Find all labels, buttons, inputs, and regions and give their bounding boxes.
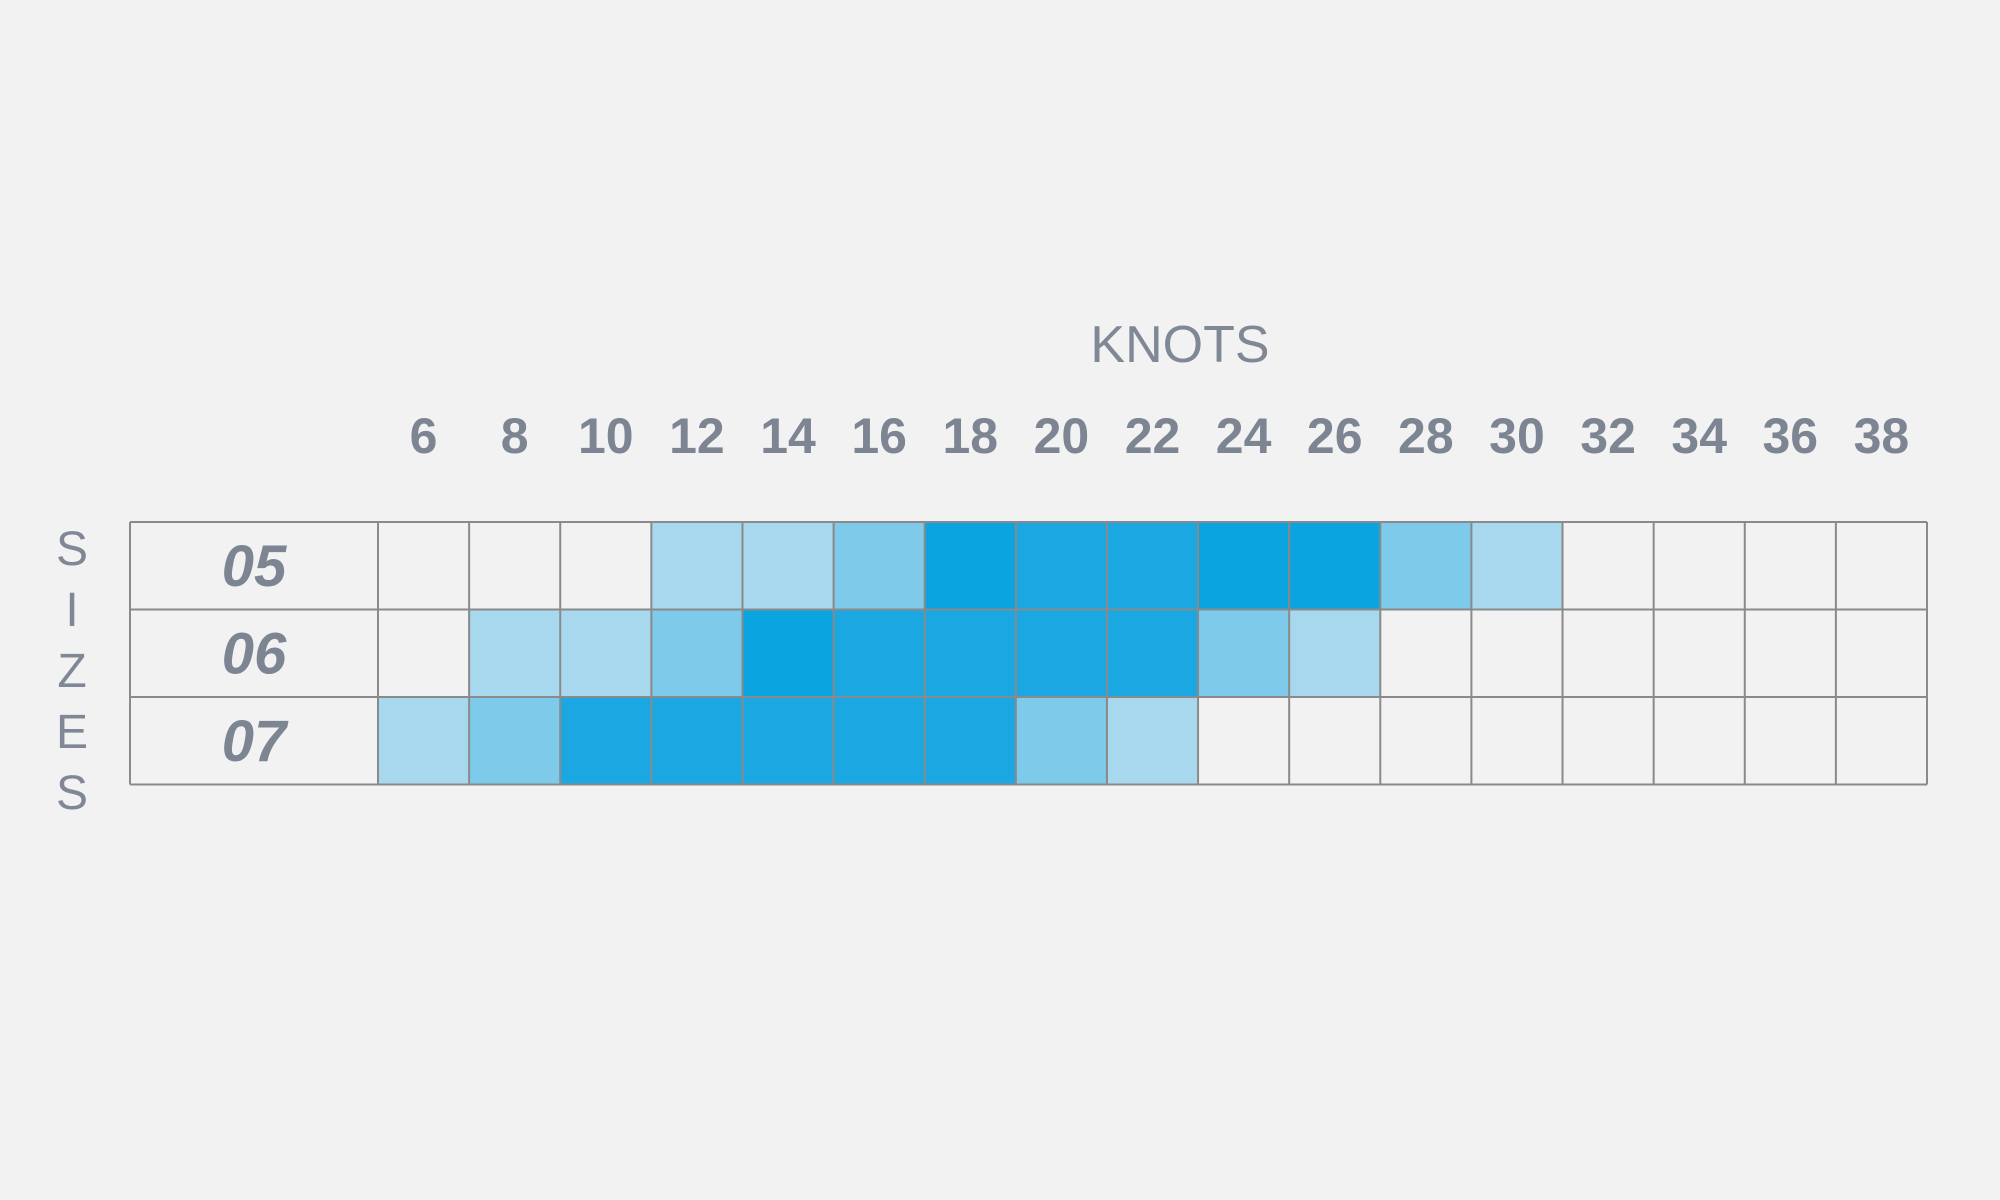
x-tick-label: 24: [1216, 408, 1272, 464]
x-tick-label: 32: [1580, 408, 1636, 464]
x-tick-label: 10: [578, 408, 634, 464]
row-label: 05: [222, 534, 287, 599]
heatmap-cell: [1106, 609, 1199, 697]
x-tick-labels: 6 8 10 12 14 16 18 20 22 24 26 28 30 32 34 36 38: [410, 408, 1910, 464]
heatmap-cell: [833, 697, 925, 785]
heatmap-cell: [651, 697, 743, 785]
x-tick-label: 34: [1671, 408, 1727, 464]
heatmap-cell: [833, 522, 925, 610]
x-tick-label: 20: [1034, 408, 1090, 464]
heatmap-cell: [560, 609, 652, 697]
heatmap-cell: [560, 697, 652, 785]
x-tick-label: 36: [1763, 408, 1819, 464]
heatmap-cell: [1289, 609, 1381, 697]
heatmap-cell: [378, 697, 470, 785]
x-tick-label: 26: [1307, 408, 1363, 464]
y-label-letter: E: [56, 706, 88, 759]
grid-lines: [129, 521, 1928, 786]
heatmap-cell: [742, 522, 834, 610]
heatmap-cell: [833, 609, 925, 697]
heatmap-cell: [469, 697, 561, 785]
heatmap-cell: [924, 609, 1016, 697]
chart-title: KNOTS: [1090, 316, 1269, 374]
y-label-letter: I: [65, 584, 78, 637]
heatmap-cell: [651, 522, 743, 610]
y-label-letter: S: [56, 767, 88, 820]
x-tick-label: 8: [501, 408, 529, 464]
heatmap-cell: [1471, 522, 1563, 610]
x-tick-label: 14: [760, 408, 816, 464]
x-tick-label: 38: [1854, 408, 1910, 464]
row-label: 06: [222, 621, 287, 686]
row-label: 07: [222, 709, 289, 774]
x-tick-label: 30: [1489, 408, 1545, 464]
heatmap-cell: [1289, 522, 1381, 610]
heatmap-cell: [651, 609, 743, 697]
heatmap-cell: [1015, 697, 1107, 785]
y-label-letter: Z: [57, 645, 86, 698]
x-tick-label: 12: [669, 408, 725, 464]
heatmap-cell: [1106, 697, 1199, 785]
heatmap-cell: [742, 697, 834, 785]
x-tick-label: 6: [410, 408, 438, 464]
y-label-letter: S: [56, 523, 88, 576]
heatmap-cell: [924, 522, 1016, 610]
heatmap-cell: [1198, 609, 1290, 697]
heatmap-cell: [1106, 522, 1199, 610]
heatmap-cell: [469, 609, 561, 697]
row-labels: 05 06 07: [222, 534, 289, 774]
heatmap-cells: [378, 522, 1563, 785]
heatmap-cell: [1198, 522, 1290, 610]
heatmap-cell: [742, 609, 834, 697]
x-tick-label: 16: [851, 408, 907, 464]
x-tick-label: 22: [1125, 408, 1181, 464]
heatmap-cell: [1380, 522, 1472, 610]
heatmap-cell: [1015, 609, 1107, 697]
heatmap-cell: [924, 697, 1016, 785]
heatmap-cell: [1015, 522, 1107, 610]
x-tick-label: 18: [942, 408, 998, 464]
x-tick-label: 28: [1398, 408, 1454, 464]
